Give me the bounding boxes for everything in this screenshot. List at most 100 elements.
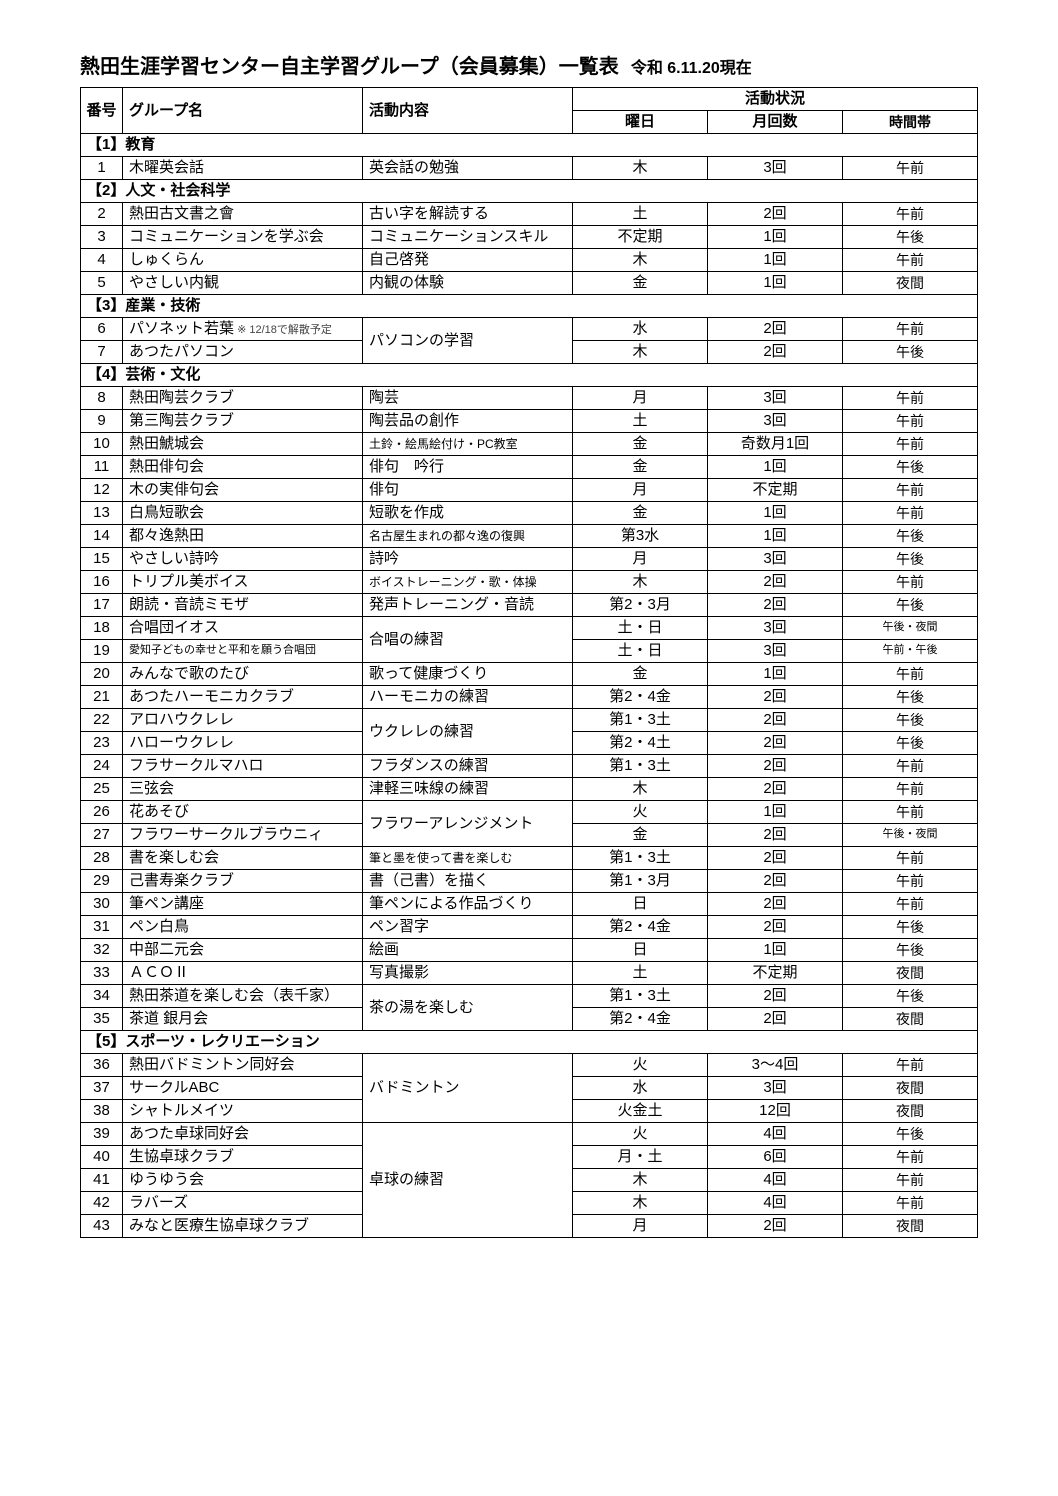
cell-time: 午前 (843, 1146, 978, 1169)
cell-num: 18 (81, 617, 123, 640)
cell-activity: ペン習字 (363, 916, 573, 939)
cell-name: 合唱団イオス (123, 617, 363, 640)
cell-note: ※ 12/18で解散予定 (234, 324, 332, 336)
cell-day: 土・日 (573, 617, 708, 640)
table-row: 2熱田古文書之會古い字を解読する土2回午前 (81, 203, 978, 226)
cell-name: フラサークルマハロ (123, 755, 363, 778)
cell-name: サークルABC (123, 1077, 363, 1100)
cell-num: 37 (81, 1077, 123, 1100)
cell-num: 7 (81, 341, 123, 364)
cell-num: 2 (81, 203, 123, 226)
cell-time: 午後 (843, 916, 978, 939)
cell-name: 愛知子どもの幸せと平和を願う合唱団 (123, 640, 363, 663)
cell-name: 熱田バドミントン同好会 (123, 1054, 363, 1077)
cell-day: 月 (573, 387, 708, 410)
table-row: 39あつた卓球同好会卓球の練習火4回午後 (81, 1123, 978, 1146)
cell-num: 33 (81, 962, 123, 985)
table-row: 8熱田陶芸クラブ陶芸月3回午前 (81, 387, 978, 410)
cell-name: 熱田俳句会 (123, 456, 363, 479)
cell-day: 金 (573, 824, 708, 847)
cell-num: 31 (81, 916, 123, 939)
cell-activity: ハーモニカの練習 (363, 686, 573, 709)
cell-num: 28 (81, 847, 123, 870)
cell-activity: 津軽三味線の練習 (363, 778, 573, 801)
cell-name: みなと医療生協卓球クラブ (123, 1215, 363, 1238)
cell-name: 朗読・音読ミモザ (123, 594, 363, 617)
table-row: 22アロハウクレレウクレレの練習第1・3土2回午後 (81, 709, 978, 732)
cell-time: 午後・夜間 (843, 824, 978, 847)
cell-day: 土 (573, 962, 708, 985)
cell-activity: 歌って健康づくり (363, 663, 573, 686)
cell-day: 月 (573, 479, 708, 502)
cell-time: 午前 (843, 157, 978, 180)
cell-count: 奇数月1回 (708, 433, 843, 456)
cell-name: ラバーズ (123, 1192, 363, 1215)
cell-name: やさしい詩吟 (123, 548, 363, 571)
cell-day: 月・土 (573, 1146, 708, 1169)
cell-count: 12回 (708, 1100, 843, 1123)
cell-activity: 茶の湯を楽しむ (363, 985, 573, 1031)
cell-day: 第1・3土 (573, 709, 708, 732)
cell-num: 16 (81, 571, 123, 594)
table-row: 10熱田鯱城会土鈴・絵馬絵付け・PC教室金奇数月1回午前 (81, 433, 978, 456)
cell-time: 午後 (843, 686, 978, 709)
cell-time: 午前 (843, 249, 978, 272)
cell-activity: 絵画 (363, 939, 573, 962)
cell-count: 3回 (708, 1077, 843, 1100)
cell-num: 3 (81, 226, 123, 249)
cell-time: 夜間 (843, 1077, 978, 1100)
cell-num: 35 (81, 1008, 123, 1031)
cell-name: コミュニケーションを学ぶ会 (123, 226, 363, 249)
cell-day: 水 (573, 1077, 708, 1100)
table-row: 20みんなで歌のたび歌って健康づくり金1回午前 (81, 663, 978, 686)
section-label: 【3】産業・技術 (81, 295, 978, 318)
cell-day: 金 (573, 456, 708, 479)
cell-time: 午前 (843, 1192, 978, 1215)
cell-day: 月 (573, 548, 708, 571)
cell-day: 第1・3土 (573, 755, 708, 778)
cell-num: 21 (81, 686, 123, 709)
cell-time: 午前 (843, 870, 978, 893)
cell-count: 2回 (708, 1215, 843, 1238)
section-row: 【5】スポーツ・レクリエーション (81, 1031, 978, 1054)
cell-day: 火 (573, 801, 708, 824)
cell-name: 熱田茶道を楽しむ会（表千家） (123, 985, 363, 1008)
cell-time: 午後 (843, 341, 978, 364)
cell-day: 木 (573, 1192, 708, 1215)
header-num: 番号 (81, 88, 123, 134)
table-row: 17朗読・音読ミモザ発声トレーニング・音読第2・3月2回午後 (81, 594, 978, 617)
cell-activity: 筆と墨を使って書を楽しむ (363, 847, 573, 870)
cell-count: 4回 (708, 1192, 843, 1215)
cell-count: 2回 (708, 203, 843, 226)
table-row: 11熱田俳句会俳句 吟行金1回午後 (81, 456, 978, 479)
cell-activity: 筆ペンによる作品づくり (363, 893, 573, 916)
cell-day: 水 (573, 318, 708, 341)
cell-time: 午後 (843, 985, 978, 1008)
cell-day: 第2・4金 (573, 916, 708, 939)
cell-time: 午前 (843, 571, 978, 594)
cell-day: 不定期 (573, 226, 708, 249)
cell-day: 木 (573, 341, 708, 364)
cell-activity: 陶芸品の創作 (363, 410, 573, 433)
header-day: 曜日 (573, 111, 708, 134)
cell-count: 1回 (708, 249, 843, 272)
cell-count: 2回 (708, 985, 843, 1008)
cell-day: 第2・4土 (573, 732, 708, 755)
cell-num: 4 (81, 249, 123, 272)
table-row: 29己書寿楽クラブ書（己書）を描く第1・3月2回午前 (81, 870, 978, 893)
cell-time: 午前 (843, 433, 978, 456)
table-row: 30筆ペン講座筆ペンによる作品づくり日2回午前 (81, 893, 978, 916)
cell-count: 1回 (708, 801, 843, 824)
cell-count: 2回 (708, 686, 843, 709)
cell-name: 都々逸熱田 (123, 525, 363, 548)
cell-count: 4回 (708, 1169, 843, 1192)
cell-num: 5 (81, 272, 123, 295)
cell-name: フラワーサークルブラウニィ (123, 824, 363, 847)
cell-day: 土・日 (573, 640, 708, 663)
cell-time: 午後 (843, 594, 978, 617)
cell-num: 38 (81, 1100, 123, 1123)
cell-name: 花あそび (123, 801, 363, 824)
cell-activity: 俳句 吟行 (363, 456, 573, 479)
cell-activity: 写真撮影 (363, 962, 573, 985)
cell-name: トリプル美ボイス (123, 571, 363, 594)
